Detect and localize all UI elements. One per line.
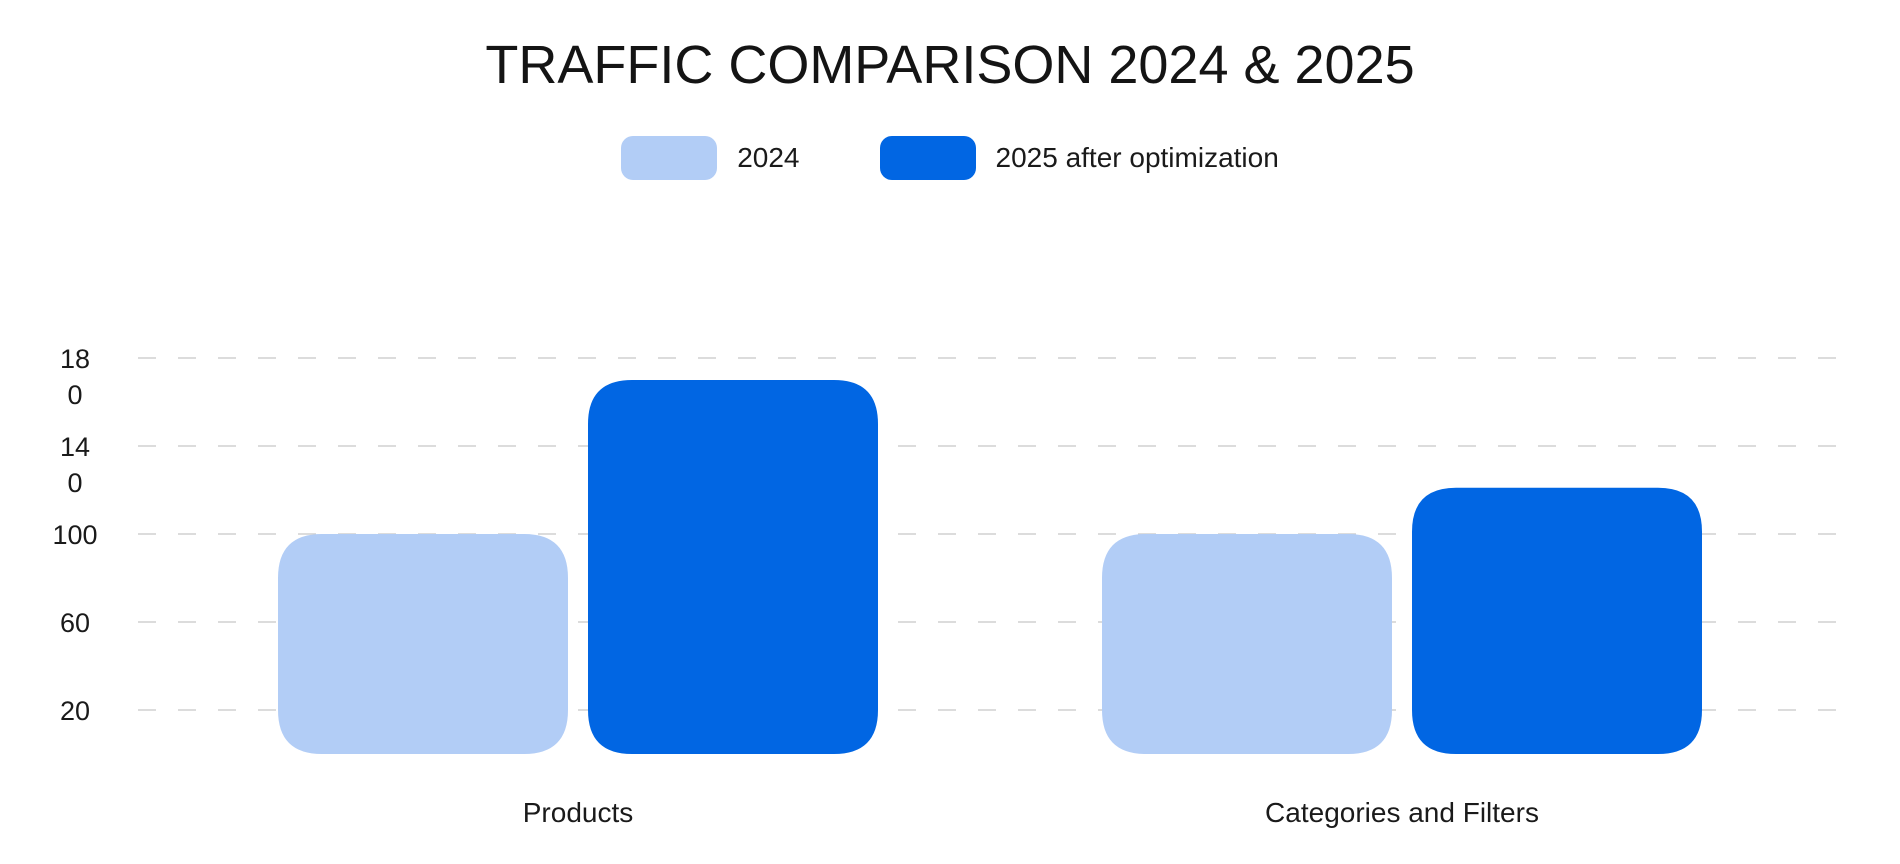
bar-2024-products (278, 534, 568, 754)
y-tick-label-part: 0 (67, 380, 82, 410)
legend-label-2025: 2025 after optimization (995, 142, 1279, 173)
x-axis-categories: Products Categories and Filters (523, 797, 1539, 828)
y-tick-label-part: 0 (67, 468, 82, 498)
bars (278, 380, 1702, 754)
legend-item-2024: 2024 (621, 136, 800, 180)
x-category-label-categories-and-filters: Categories and Filters (1265, 797, 1539, 828)
legend-swatch-2024 (621, 136, 718, 180)
y-tick-label-part: 18 (60, 344, 90, 374)
y-tick-label-100: 100 (52, 520, 97, 550)
legend-item-2025: 2025 after optimization (879, 136, 1279, 180)
y-tick-label-140: 14 0 (60, 432, 90, 498)
bar-2025-products (588, 380, 878, 754)
y-tick-label-180: 18 0 (60, 344, 90, 410)
legend-swatch-2025 (879, 136, 976, 180)
chart-title: TRAFFIC COMPARISON 2024 & 2025 (485, 35, 1415, 95)
y-tick-label-60: 60 (60, 608, 90, 638)
legend: 2024 2025 after optimization (0, 136, 1900, 180)
y-tick-label-part: 14 (60, 432, 90, 462)
bar-2024-categories-and-filters (1102, 534, 1392, 754)
y-tick-label-20: 20 (60, 696, 90, 726)
legend-label-2024: 2024 (737, 142, 800, 173)
bar-2025-categories-and-filters (1412, 487, 1702, 754)
x-category-label-products: Products (523, 797, 634, 828)
